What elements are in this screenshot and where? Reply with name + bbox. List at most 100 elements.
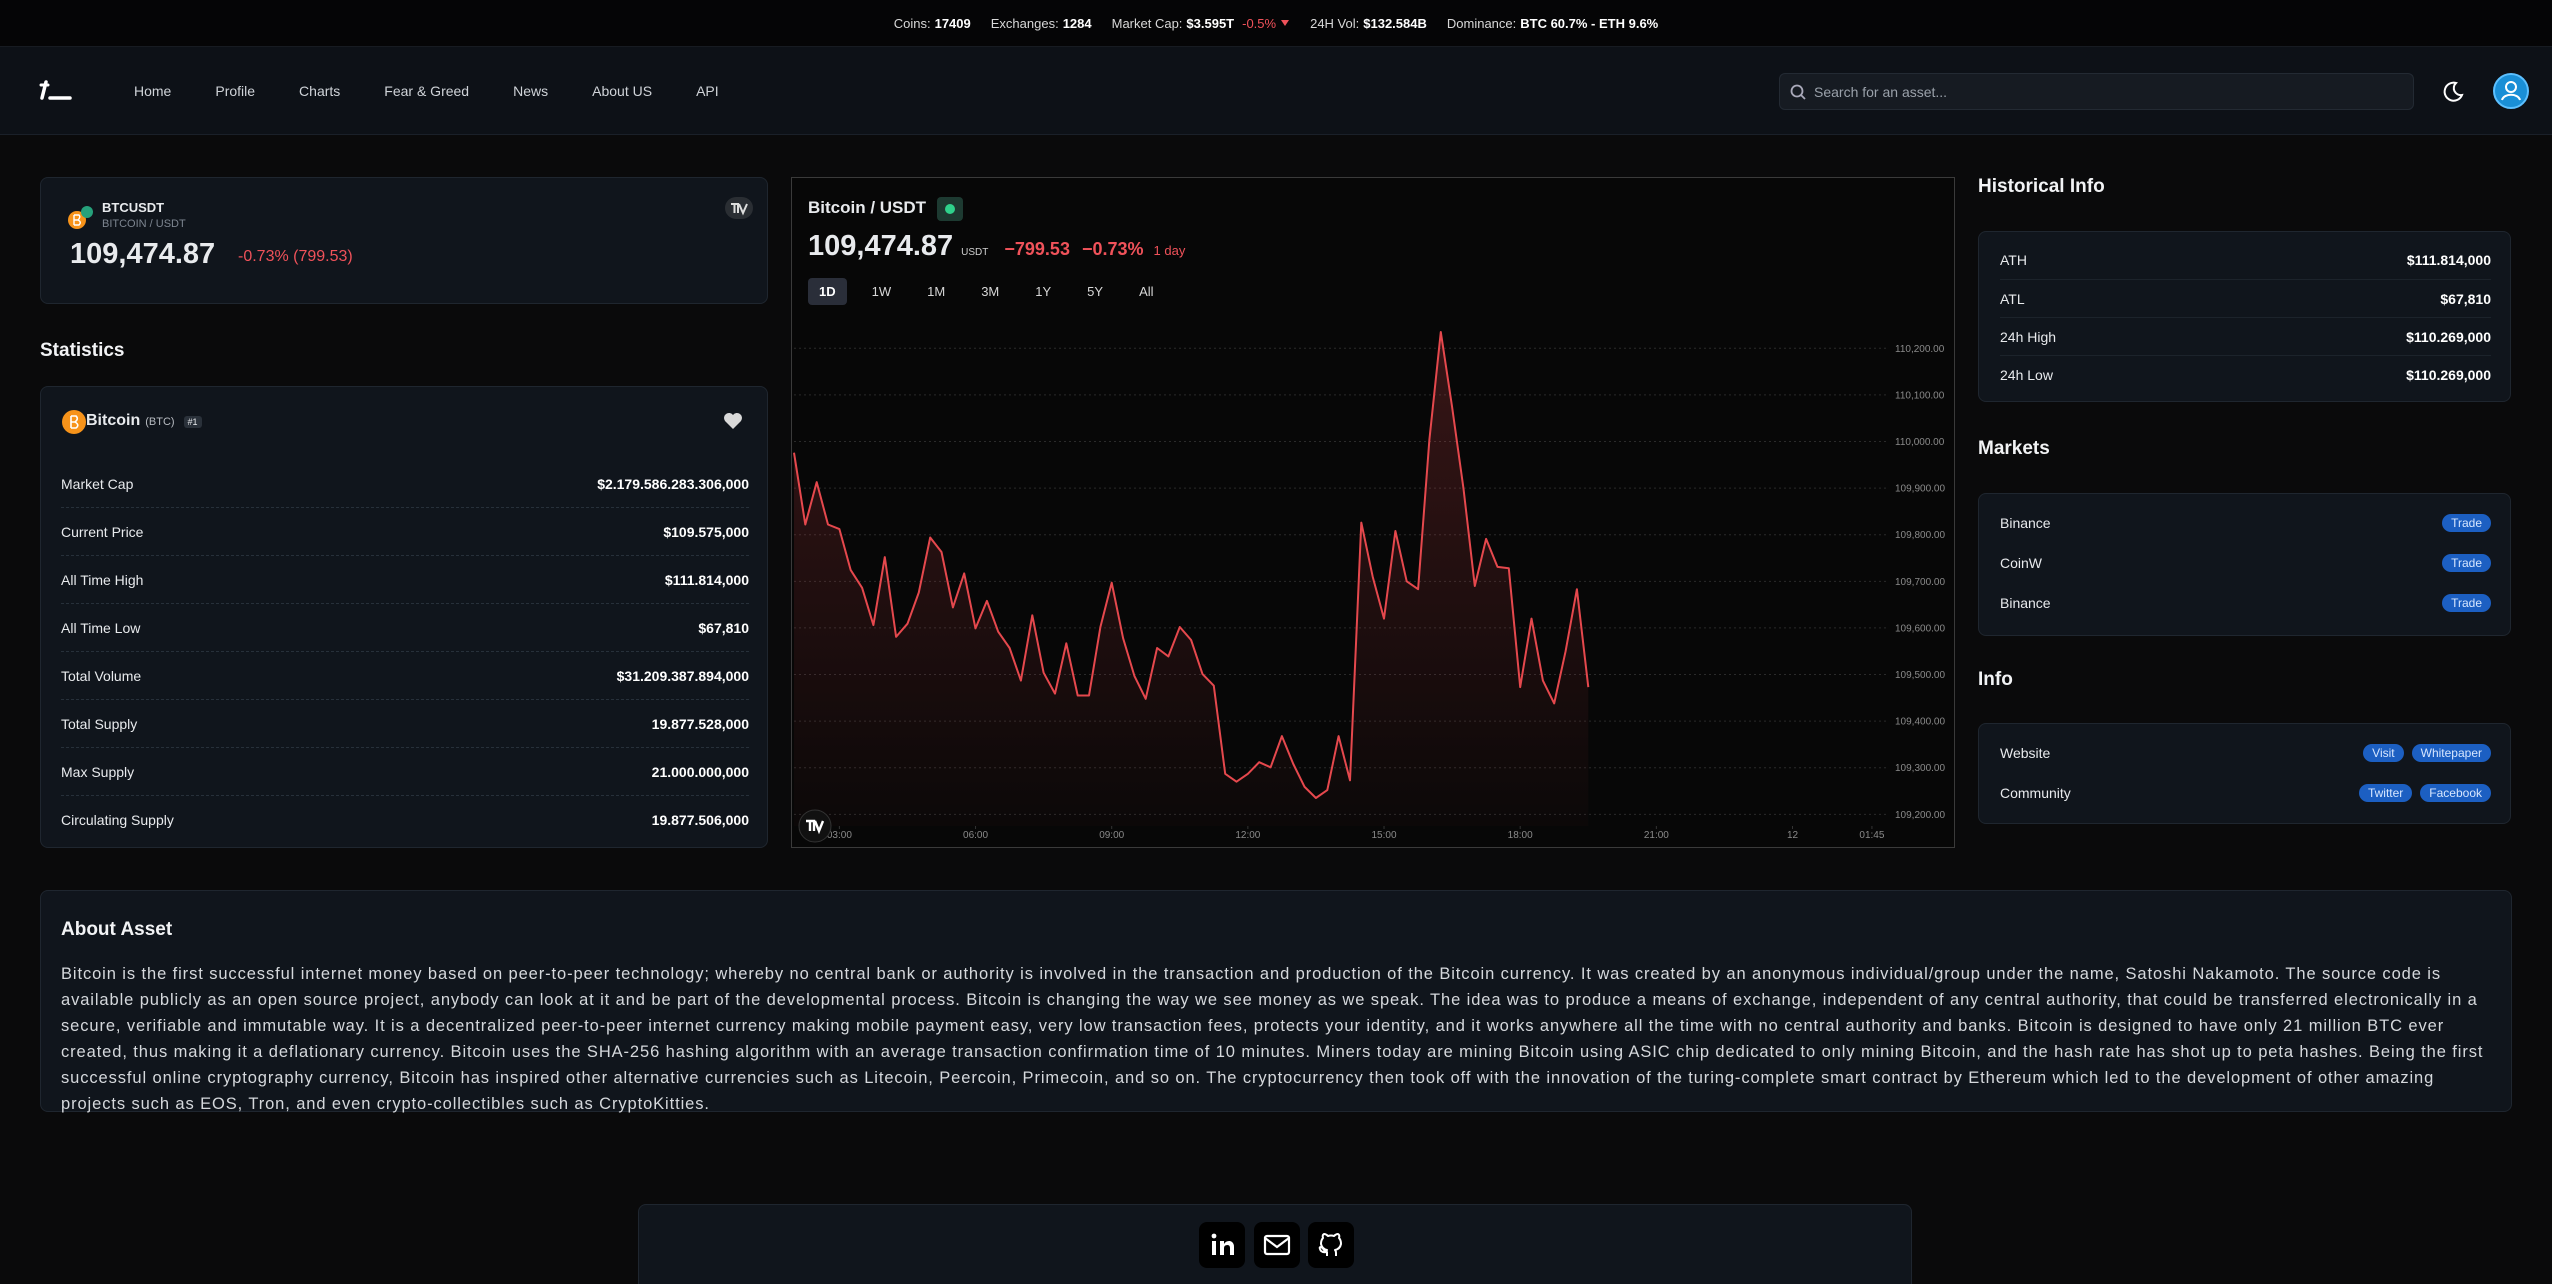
favorite-button[interactable]	[722, 410, 744, 432]
pair-icon	[68, 206, 93, 229]
github-link[interactable]	[1308, 1222, 1354, 1268]
info-link[interactable]: Visit	[2363, 744, 2404, 762]
coin-icon	[62, 410, 86, 434]
stat-value: 19.877.528,000	[651, 715, 749, 732]
chart-period: 1 day	[1153, 243, 1186, 258]
ticker-item: Dominance: BTC 60.7% - ETH 9.6%	[1447, 16, 1658, 31]
range-button[interactable]: All	[1139, 284, 1154, 299]
linkedin-link[interactable]	[1199, 1222, 1245, 1268]
ticker-change: -0.5%	[1242, 15, 1277, 31]
x-tick-label: 12	[1787, 830, 1799, 841]
down-arrow	[1281, 20, 1290, 26]
site-logo[interactable]	[38, 79, 74, 103]
chart-price: 109,474.87	[808, 230, 954, 262]
stat-value: 19.877.506,000	[651, 812, 749, 828]
history-label: ATH	[2000, 252, 2027, 268]
historical-list: ATH $111.814,000 ATL $67,810 24h High $110.26…	[2000, 241, 2491, 393]
stat-row: Market Cap $2.179.586.283.306,000	[61, 460, 749, 508]
search-box[interactable]: Search for an asset...	[1779, 73, 2414, 110]
x-tick-label: 18:00	[1508, 830, 1533, 841]
market-row: CoinW Trade	[2000, 543, 2491, 583]
market-name: Binance	[2000, 595, 2051, 611]
stat-label: Total Volume	[61, 667, 142, 684]
range-button[interactable]: 1W	[871, 284, 892, 299]
info-row: Community Twitter Facebook	[2000, 773, 2491, 813]
footer	[638, 1204, 1912, 1284]
x-tick-label: 15:00	[1372, 830, 1397, 841]
nav-links: Home Profile Charts Fear & Greed News About U…	[134, 47, 763, 135]
coin-symbol: (BTC)	[145, 416, 175, 428]
x-tick-label: 01:45	[1859, 830, 1884, 841]
info-link[interactable]: Facebook	[2420, 784, 2491, 802]
x-tick-label: 12:00	[1235, 830, 1260, 841]
price-chart: 110,200.00 110,100.00 110,000.00 109,900.00…	[793, 331, 1945, 841]
theme-toggle[interactable]	[2436, 74, 2470, 108]
arrow-shape	[1281, 20, 1290, 26]
ticker-bar: Coins: 17409 Exchanges: 1284 Market Cap: $3.5…	[0, 0, 2552, 47]
stat-row: Total Supply 19.877.528,000	[61, 700, 749, 748]
nav-link[interactable]: News	[513, 83, 549, 99]
stat-value: $67,810	[698, 619, 749, 636]
range-button[interactable]: 1M	[927, 284, 946, 299]
y-tick-label: 109,700.00	[1895, 577, 1945, 588]
price-area	[794, 332, 1589, 826]
info-links: Twitter Facebook	[2351, 784, 2491, 802]
y-tick-label: 109,400.00	[1895, 717, 1945, 728]
range-button[interactable]: 5Y	[1087, 284, 1104, 299]
trade-button[interactable]: Trade	[2442, 514, 2491, 532]
stat-label: All Time High	[61, 571, 144, 588]
user-avatar[interactable]	[2492, 72, 2530, 110]
chart-unit: USDT	[961, 247, 989, 258]
about-card: About Asset Bitcoin is the first success…	[40, 890, 2512, 1113]
y-tick-label: 109,800.00	[1895, 530, 1945, 541]
info-label: Community	[2000, 785, 2071, 801]
range-button[interactable]: 3M	[981, 284, 1000, 299]
ticker-item: Market Cap: $3.595T -0.5%	[1112, 16, 1290, 31]
coin-rank: #1	[183, 416, 202, 428]
historical-card: ATH $111.814,000 ATL $67,810 24h High $110.26…	[1978, 231, 2511, 402]
range-button[interactable]: 1D	[808, 278, 847, 305]
trade-button[interactable]: Trade	[2442, 594, 2491, 612]
chart-change-pct: −0.73%	[1081, 239, 1144, 259]
nav-link[interactable]: Profile	[215, 83, 256, 99]
stat-row: All Time High $111.814,000	[61, 556, 749, 604]
nav-link[interactable]: API	[696, 83, 719, 99]
nav-link[interactable]: Fear & Greed	[384, 83, 470, 99]
pair-price: 109,474.87	[70, 238, 216, 270]
nav-link[interactable]: About US	[592, 83, 653, 99]
section-title: Historical Info	[1978, 176, 2105, 197]
stat-label: Total Supply	[61, 715, 138, 732]
about-title: About Asset	[61, 919, 173, 940]
ticker-value: 1284	[1062, 15, 1092, 31]
nav-link[interactable]: Charts	[299, 83, 341, 99]
nav-link[interactable]: Home	[134, 83, 172, 99]
info-link[interactable]: Whitepaper	[2411, 744, 2491, 762]
range-button[interactable]: 1Y	[1035, 284, 1052, 299]
info-links: Visit Whitepaper	[2355, 744, 2491, 762]
y-tick-label: 109,200.00	[1895, 810, 1945, 821]
statistics-card: Bitcoin (BTC) #1 Market Cap $2.179.586.28…	[40, 386, 768, 848]
chart-title: Bitcoin / USDT	[808, 198, 927, 217]
email-link[interactable]	[1254, 1222, 1300, 1268]
pair-card: BTCUSDT BITCOIN / USDT 109,474.87 -0.73%…	[40, 177, 768, 304]
stat-label: Circulating Supply	[61, 812, 174, 828]
ticker-value: BTC 60.7% - ETH 9.6%	[1520, 15, 1659, 31]
ticker-value: 17409	[934, 15, 971, 31]
markets-list: Binance Trade CoinW Trade Binance Trade	[2000, 503, 2491, 623]
markets-card: Binance Trade CoinW Trade Binance Trade	[1978, 493, 2511, 636]
trade-button[interactable]: Trade	[2442, 554, 2491, 572]
stat-row: Total Volume $31.209.387.894,000	[61, 652, 749, 700]
nav-bar: Home Profile Charts Fear & Greed News About U…	[0, 47, 2552, 135]
info-link[interactable]: Twitter	[2358, 784, 2413, 802]
coin-name: Bitcoin	[86, 412, 141, 429]
history-value: $110.269,000	[2406, 366, 2491, 383]
x-tick-label: 09:00	[1099, 830, 1124, 841]
tradingview-badge[interactable]	[724, 196, 754, 220]
about-text: Bitcoin is the first successful internet…	[61, 965, 2484, 1113]
range-buttons: 1D 1W 1M 3M 1Y 5Y All	[808, 278, 1165, 305]
tradingview-logo[interactable]	[798, 809, 832, 843]
y-tick-label: 110,000.00	[1895, 437, 1945, 448]
y-tick-label: 109,300.00	[1895, 763, 1945, 774]
history-value: $110.269,000	[2406, 328, 2491, 345]
